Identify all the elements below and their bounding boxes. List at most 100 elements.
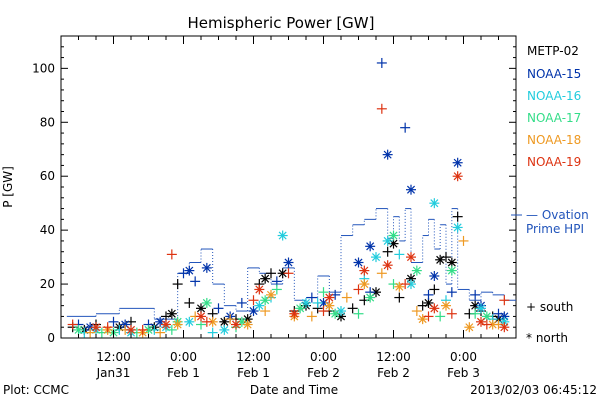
north-point: [201, 262, 212, 273]
north-point: [417, 314, 428, 325]
south-point: [260, 306, 271, 317]
x-tick-label-date: Feb 1: [237, 366, 270, 380]
south-point: [470, 308, 481, 319]
legend-metp-02: METP-02: [527, 44, 579, 58]
footer-right: 2013/02/03 06:45:12: [470, 383, 597, 397]
north-point: [499, 322, 510, 333]
south-point: [201, 316, 212, 327]
south-point: [499, 295, 510, 306]
y-tick-label: 40: [40, 223, 55, 237]
legend-noaa-18: NOAA-18: [527, 133, 581, 147]
y-tick-label: 0: [47, 331, 55, 345]
south-point: [271, 284, 282, 295]
north-point: [266, 289, 276, 300]
south-point: [400, 122, 411, 133]
legend-north: * north: [526, 331, 568, 345]
south-point: [394, 292, 405, 303]
x-tick-label-date: Feb 2: [377, 366, 410, 380]
south-point: [312, 297, 323, 308]
south-point: [67, 319, 78, 330]
north-point: [371, 252, 381, 263]
north-point: [452, 171, 463, 182]
south-point: [283, 268, 294, 279]
south-point: [155, 327, 166, 338]
north-point: [446, 265, 457, 276]
south-point: [446, 308, 457, 319]
south-point: [394, 249, 405, 260]
north-point: [394, 281, 405, 292]
legend-ovation-line1: — Ovation: [526, 208, 589, 222]
north-point: [184, 265, 195, 276]
south-point: [353, 284, 364, 295]
north-point: [184, 316, 195, 327]
north-point: [295, 303, 306, 314]
north-point: [441, 300, 451, 311]
north-point: [359, 265, 370, 276]
south-point: [382, 246, 393, 257]
north-point: [73, 324, 84, 335]
chart-title: Hemispheric Power [GW]: [188, 14, 375, 32]
south-point: [376, 268, 387, 279]
north-point: [161, 319, 171, 330]
x-tick-label-date: Feb 2: [307, 366, 340, 380]
north-point: [382, 260, 393, 271]
legend: METP-02 NOAA-15 NOAA-16 NOAA-17 NOAA-18 …: [526, 44, 589, 345]
north-point: [242, 319, 253, 330]
south-point: [446, 287, 457, 298]
south-point: [376, 57, 387, 68]
south-point: [423, 289, 434, 300]
north-point: [365, 292, 376, 303]
south-point: [423, 311, 434, 322]
north-point: [231, 319, 241, 330]
north-point: [172, 319, 183, 330]
x-tick-label-time: 12:00: [236, 350, 271, 364]
south-point: [248, 295, 259, 306]
north-point: [324, 292, 335, 303]
south-point: [213, 303, 224, 314]
north-point: [196, 311, 206, 322]
north-point: [411, 265, 422, 276]
north-point: [359, 279, 370, 290]
x-tick-label-date: Feb 1: [167, 366, 200, 380]
north-point: [365, 241, 376, 252]
y-axis-label: P [GW]: [1, 166, 15, 208]
south-point: [306, 311, 317, 322]
north-point: [219, 324, 230, 335]
north-point: [353, 257, 364, 268]
south-point: [108, 316, 119, 327]
north-point: [283, 257, 294, 268]
north-point: [254, 284, 265, 295]
south-point: [266, 268, 276, 279]
south-point: [236, 297, 247, 308]
north-point: [476, 316, 486, 327]
north-point: [330, 308, 341, 319]
south-point: [166, 324, 177, 335]
south-point: [452, 211, 463, 222]
x-tick-label-time: 12:00: [376, 350, 411, 364]
north-point: [464, 322, 475, 333]
north-point: [435, 254, 446, 265]
north-point: [91, 322, 101, 333]
north-point: [126, 324, 136, 335]
x-tick-label-time: 0:00: [450, 350, 477, 364]
north-point: [446, 257, 457, 268]
south-point: [190, 276, 201, 287]
south-point: [137, 324, 148, 335]
north-point: [476, 303, 486, 314]
south-point: [318, 287, 329, 298]
south-point: [85, 327, 96, 338]
legend-ovation-line2: Prime HPI: [526, 222, 584, 236]
x-tick-label-date: Feb 3: [447, 366, 480, 380]
x-tick-label-time: 0:00: [170, 350, 197, 364]
axis-ticks: 0 20 40 60 80 100 12:00 Jan31 0:00 Feb 1 12:00 Feb …: [32, 35, 517, 380]
north-point: [260, 273, 271, 284]
x-tick-label-date: Jan31: [96, 366, 131, 380]
south-point: [166, 249, 177, 260]
north-point: [452, 157, 463, 168]
x-tick-label-time: 0:00: [310, 350, 337, 364]
north-point: [487, 319, 498, 330]
north-point: [429, 198, 440, 209]
south-point: [184, 297, 195, 308]
north-point: [406, 252, 416, 263]
north-point: [201, 297, 212, 308]
